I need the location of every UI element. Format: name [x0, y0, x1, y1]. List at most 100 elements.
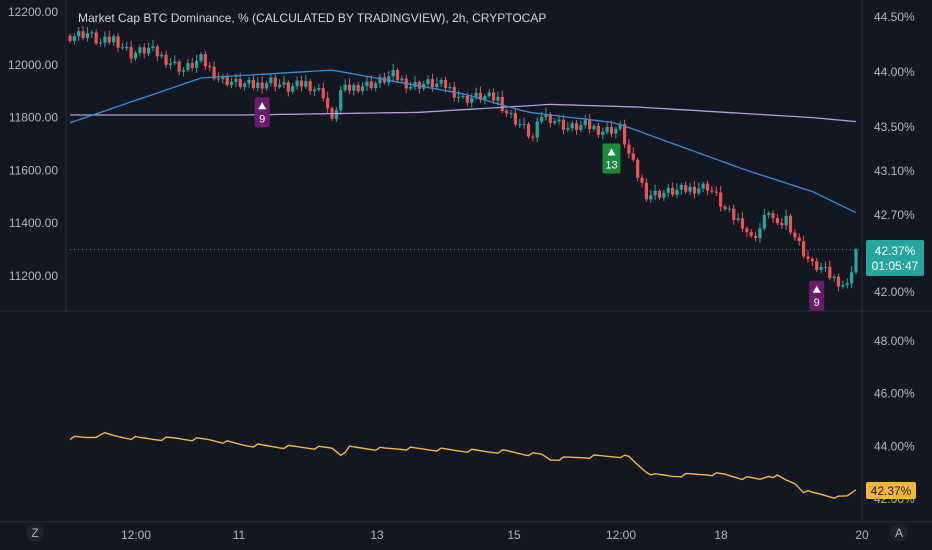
candle-body: [557, 119, 561, 122]
candle-body: [806, 256, 810, 259]
candle-body: [435, 83, 439, 88]
oscillator-last-value: 42.37%: [871, 484, 912, 498]
candle-body: [474, 92, 478, 98]
candle-body: [592, 126, 596, 129]
candle-body: [238, 79, 242, 88]
candle-body: [426, 79, 430, 84]
candle-body: [841, 284, 845, 287]
candle-body: [583, 120, 587, 126]
candle-body: [653, 190, 657, 196]
candle-body: [216, 78, 221, 80]
candle-body: [828, 266, 832, 279]
right-axis-tick: 42.00%: [874, 285, 915, 299]
candle-body: [77, 31, 81, 37]
oscillator-last-label-bg: [866, 482, 916, 499]
candle-body: [321, 88, 325, 99]
candle-body: [526, 123, 531, 137]
candle-body: [347, 84, 352, 91]
candle-body: [574, 123, 579, 131]
candle-body: [142, 47, 146, 54]
auto-scale-label: A: [895, 526, 903, 540]
candle-body: [627, 144, 631, 154]
candle-body: [225, 76, 229, 85]
candle-body: [251, 79, 255, 89]
badge-bg: [254, 97, 270, 128]
candle-body: [662, 192, 666, 198]
candle-body: [732, 208, 736, 221]
left-axis-tick: 12000.00: [8, 58, 58, 72]
candle-body: [478, 92, 483, 100]
candle-body: [588, 120, 592, 129]
candle-body: [636, 159, 640, 178]
candle-body: [810, 258, 814, 262]
candle-body: [561, 119, 566, 130]
candle-body: [522, 123, 526, 125]
candle-body: [199, 54, 203, 62]
right-price-axis[interactable]: 44.50% 44.00% 43.50% 43.10% 42.70% 42.00%: [874, 10, 915, 299]
candle-body: [657, 190, 662, 198]
candle-body: [727, 208, 731, 210]
candle-body: [500, 97, 504, 111]
left-price-axis[interactable]: 12200.00 12000.00 11800.00 11600.00 11400.00…: [8, 5, 58, 283]
candle-body: [780, 223, 784, 226]
candle-body: [85, 33, 90, 39]
candle-body: [400, 78, 404, 81]
time-axis-tick: 20: [855, 528, 869, 542]
candle-body: [343, 84, 347, 91]
candle-body: [430, 79, 435, 88]
candle-body: [125, 47, 129, 49]
badge-bg: [602, 143, 621, 174]
candle-body: [147, 47, 151, 54]
candle-body: [291, 86, 295, 92]
left-axis-tick: 11600.00: [9, 163, 58, 177]
right-axis-tick: 42.70%: [874, 208, 915, 222]
candle-body: [260, 82, 264, 89]
candle-body: [566, 128, 570, 130]
candle-body: [596, 126, 600, 135]
candle-body: [505, 111, 509, 114]
candle-body: [518, 124, 522, 126]
candle-body: [762, 215, 766, 229]
candle-body: [120, 47, 124, 49]
candle-body: [326, 98, 330, 109]
candle-body: [461, 95, 465, 97]
candle-body: [155, 46, 159, 57]
auto-scale-button[interactable]: [890, 524, 908, 542]
left-axis-tick: 12200.00: [8, 5, 58, 19]
oscillator-axis[interactable]: 48.00%46.00%44.00%42.00%: [874, 334, 915, 506]
candle-body: [395, 70, 400, 81]
candle-body: [609, 126, 614, 134]
oscillator-axis-tick: 46.00%: [874, 387, 915, 401]
candle-body: [671, 187, 675, 195]
zoom-reset-button[interactable]: [26, 524, 44, 542]
badge-count: 9: [814, 297, 820, 309]
time-axis-tick: 13: [370, 528, 384, 542]
sequential-count-badge: 9: [809, 280, 825, 311]
candle-body: [299, 80, 304, 87]
time-axis[interactable]: 12:00 11 13 15 12:00 18 20: [121, 528, 869, 542]
candle-body: [767, 213, 771, 216]
oscillator-pane[interactable]: [69, 431, 857, 500]
candle-body: [378, 77, 382, 84]
candle-body: [749, 232, 753, 236]
candle-body: [601, 131, 605, 135]
candle-body: [614, 128, 618, 134]
fast-moving-average: [69, 69, 857, 214]
time-axis-tick: 12:00: [121, 528, 151, 542]
candle-body: [622, 123, 627, 145]
candle-body: [72, 36, 76, 42]
left-axis-tick: 11800.00: [9, 111, 58, 125]
candle-body: [243, 83, 247, 88]
candle-body: [719, 192, 723, 207]
candle-body: [391, 70, 395, 77]
candle-body: [491, 92, 496, 101]
candle-body: [850, 272, 854, 284]
candle-body: [360, 86, 365, 92]
price-pane[interactable]: 9 13 9: [68, 25, 862, 311]
candle-body: [81, 31, 85, 39]
candle-body: [308, 81, 312, 92]
last-price-label: 42.37% 01:05:47: [866, 240, 924, 276]
candle-body: [819, 267, 823, 270]
candle-body: [151, 46, 155, 48]
candle-body: [714, 191, 718, 193]
